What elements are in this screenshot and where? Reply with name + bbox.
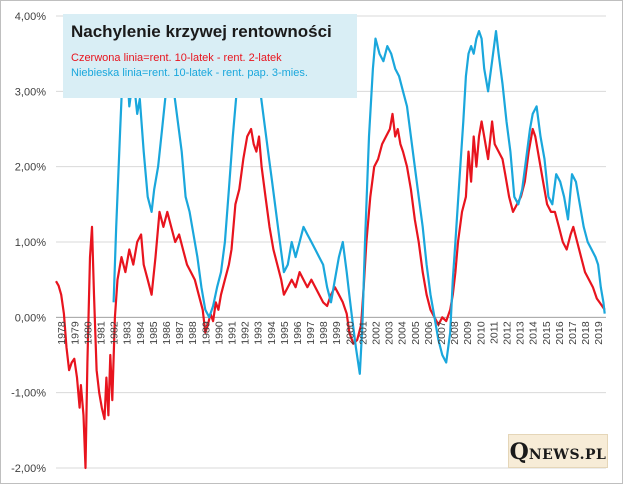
- x-tick-label: 1988: [187, 321, 199, 345]
- y-tick-label: -2,00%: [11, 463, 46, 475]
- y-tick-label: -1,00%: [11, 388, 46, 400]
- x-tick-label: 1981: [96, 321, 108, 345]
- x-tick-label: 2008: [449, 321, 461, 345]
- x-tick-label: 1993: [253, 321, 265, 345]
- y-tick-label: 1,00%: [15, 237, 46, 249]
- x-tick-label: 1982: [109, 321, 121, 345]
- x-tick-label: 2004: [397, 321, 409, 345]
- x-tick-label: 2000: [344, 321, 356, 345]
- legend-entry-red-series: Czerwona linia=rent. 10-latek - rent. 2-…: [71, 52, 282, 64]
- series-line-red: [55, 112, 606, 470]
- x-tick-label: 1987: [174, 321, 186, 345]
- y-tick-label: 0,00%: [15, 312, 46, 324]
- logo-letter-q: Q: [509, 439, 529, 465]
- x-tick-label: 2014: [528, 321, 540, 345]
- x-tick-label: 1990: [213, 321, 225, 345]
- x-tick-label: 2009: [462, 321, 474, 345]
- logo-text: NEWS.PL: [528, 447, 607, 463]
- x-tick-label: 2016: [554, 321, 566, 345]
- x-tick-label: 2002: [371, 321, 383, 345]
- x-tick-label: 1986: [161, 321, 173, 345]
- x-tick-label: 2013: [515, 321, 527, 345]
- x-tick-label: 2017: [567, 321, 579, 345]
- legend-entry-blue-series: Niebieska linia=rent. 10-latek - rent. p…: [71, 67, 308, 79]
- x-tick-label: 2003: [384, 321, 396, 345]
- x-tick-label: 1980: [82, 321, 94, 345]
- x-tick-label: 2019: [593, 321, 605, 345]
- x-tick-label: 1984: [135, 321, 147, 345]
- x-axis: 1978 1979 1980 1981 1982 1983 1984 1985 1986 1987…: [56, 321, 605, 345]
- y-tick-label: 3,00%: [15, 86, 46, 98]
- x-tick-label: 2010: [475, 321, 487, 345]
- x-tick-label: 1992: [240, 321, 252, 345]
- x-tick-label: 1996: [292, 321, 304, 345]
- x-tick-label: 1989: [200, 321, 212, 345]
- x-tick-label: 2006: [423, 321, 435, 345]
- x-tick-label: 1999: [331, 321, 343, 345]
- x-tick-label: 2007: [436, 321, 448, 345]
- x-tick-label: 1995: [279, 321, 291, 345]
- chart-title: Nachylenie krzywej rentowności: [71, 22, 332, 41]
- x-tick-label: 1991: [226, 321, 238, 345]
- x-tick-label: 1998: [318, 321, 330, 345]
- x-tick-label: 1994: [266, 321, 278, 345]
- x-tick-label: 1985: [148, 321, 160, 345]
- y-axis: 4,00% 3,00% 2,00% 1,00% 0,00% -1,00% -2,00%: [11, 11, 46, 475]
- y-tick-label: 4,00%: [15, 11, 46, 23]
- x-tick-label: 1983: [122, 321, 134, 345]
- x-tick-label: 1979: [69, 321, 81, 345]
- x-tick-label: 2012: [501, 321, 513, 345]
- x-tick-label: 2015: [541, 321, 553, 345]
- x-tick-label: 2005: [410, 321, 422, 345]
- x-tick-label: 1997: [305, 321, 317, 345]
- legend-box: Nachylenie krzywej rentowności Czerwona …: [63, 14, 357, 98]
- y-tick-label: 2,00%: [15, 162, 46, 174]
- series-lines: [55, 14, 606, 470]
- x-tick-label: 1978: [56, 321, 68, 345]
- x-tick-label: 2011: [488, 321, 500, 344]
- qnews-logo: Q NEWS.PL: [508, 434, 608, 468]
- x-tick-label: 2001: [357, 321, 369, 345]
- series-line-blue: [112, 14, 606, 375]
- x-tick-label: 2018: [580, 321, 592, 345]
